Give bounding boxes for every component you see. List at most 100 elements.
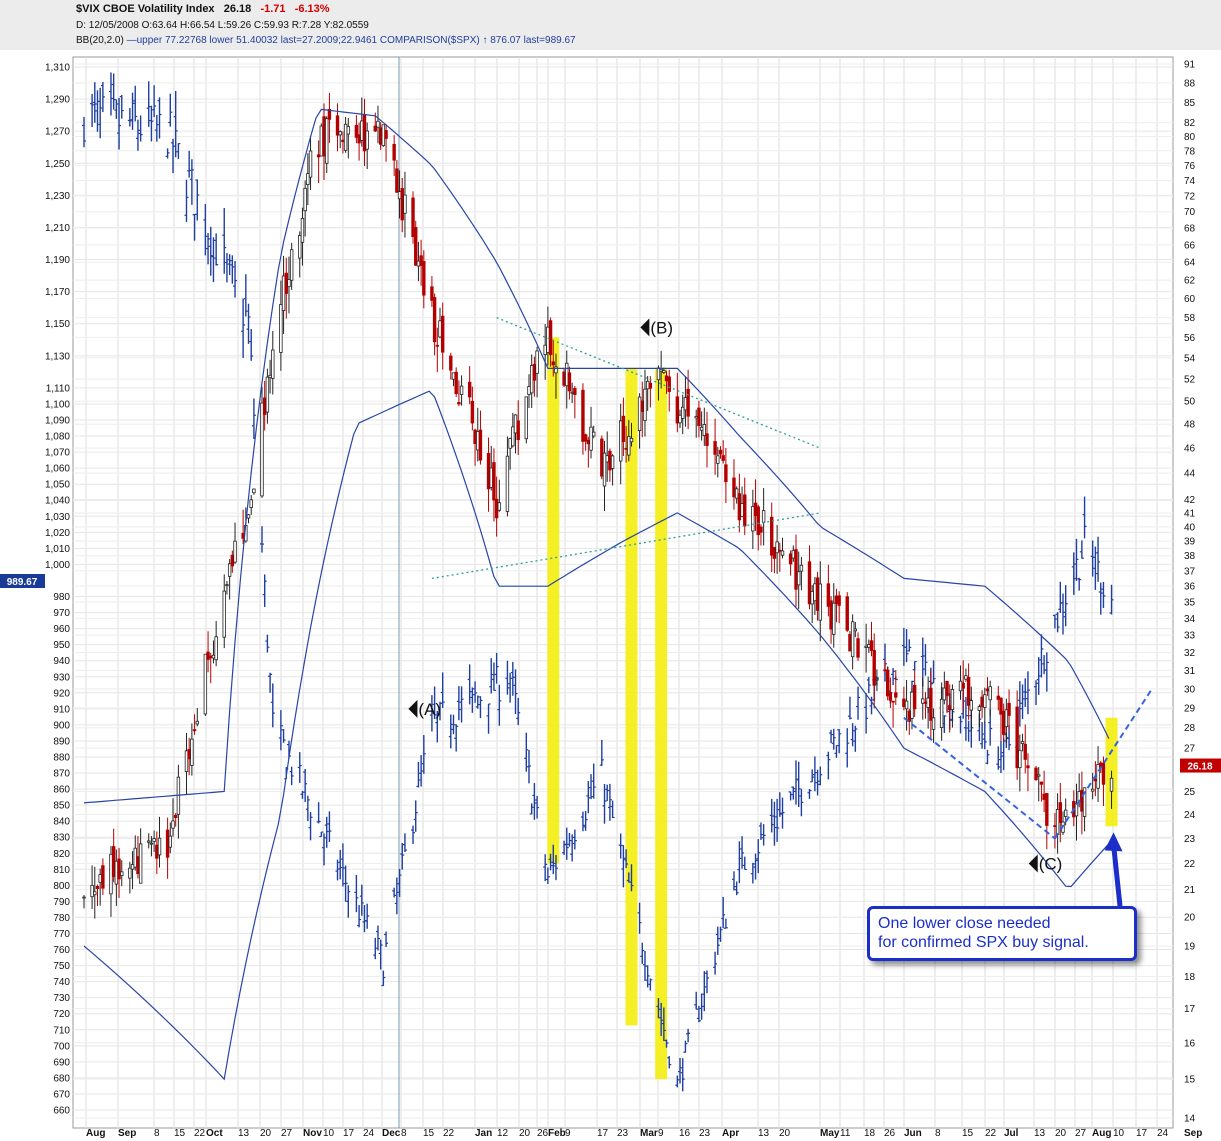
vix-candle-body	[961, 683, 965, 689]
vix-candle-body	[262, 397, 267, 415]
vix-candle-body	[117, 858, 121, 880]
x-tick-label: 26	[884, 1128, 896, 1139]
vix-candle-body	[152, 838, 156, 842]
vix-candle-body	[165, 829, 170, 858]
vix-candle-body	[694, 416, 698, 419]
right-tick-label: 91	[1184, 60, 1196, 71]
vix-candle-body	[929, 687, 933, 721]
comparison-label: COMPARISON($SPX) ↑ 876.07 last=989.67	[379, 35, 576, 46]
vix-candle-body	[939, 698, 944, 729]
right-tick-label: 32	[1184, 648, 1196, 659]
vix-candle-body	[508, 438, 512, 449]
vix-candle-body	[743, 494, 747, 527]
vix-candle-body	[602, 452, 607, 487]
bollinger-upper-line	[83, 108, 1110, 804]
x-tick-label: 23	[617, 1128, 629, 1139]
vix-candle-body	[567, 372, 572, 392]
left-tick-label: 780	[53, 913, 70, 924]
vix-candle-body	[966, 676, 971, 706]
x-tick-label: 8	[401, 1128, 407, 1139]
vix-candle-body	[621, 415, 626, 442]
vix-candle-body	[1090, 788, 1095, 792]
vix-candle-body	[111, 846, 116, 877]
vix-candle-body	[985, 688, 990, 692]
vix-candle-body	[473, 429, 477, 445]
vix-candle-body	[214, 636, 218, 661]
left-tick-label: 1,040	[45, 496, 70, 507]
bollinger-bands	[83, 108, 1110, 1081]
bb-label: BB(20,2.0)	[76, 35, 124, 46]
vix-candle-body	[815, 577, 820, 611]
chart-header: $VIX CBOE Volatility Index 26.18 -1.71 -…	[0, 0, 1221, 51]
vix-candle-body	[977, 706, 982, 711]
vix-candle-body	[678, 414, 682, 424]
spx-last-value: 989.67	[7, 577, 38, 588]
vix-candle-body	[573, 388, 577, 395]
vix-candle-body	[395, 168, 399, 193]
vix-candle-body	[554, 366, 558, 374]
right-tick-label: 31	[1184, 666, 1196, 677]
vix-candle-body	[600, 438, 604, 477]
highlight-bar	[655, 368, 668, 1080]
left-tick-label: 1,310	[45, 63, 70, 74]
vix-candle-body	[848, 634, 852, 652]
vix-candle-body	[322, 116, 326, 157]
vix-candle-body	[171, 820, 175, 829]
vix-candle-body	[90, 885, 94, 898]
vix-candle-body	[942, 687, 947, 701]
note-line-2: for confirmed SPX buy signal.	[878, 934, 1089, 951]
right-tick-label: 29	[1184, 703, 1196, 714]
vix-candle-body	[950, 689, 955, 711]
spx-last-badge	[0, 574, 45, 589]
vix-candle-body	[357, 134, 361, 144]
vix-candle-body	[740, 503, 744, 518]
x-tick-label: 23	[699, 1128, 711, 1139]
x-tick-label: Aug	[1092, 1128, 1111, 1139]
left-tick-label: 1,130	[45, 351, 70, 362]
left-tick-label: 1,190	[45, 255, 70, 266]
vix-candle-body	[640, 400, 644, 412]
vix-candle-body	[470, 401, 475, 424]
vix-candle-body	[1020, 741, 1025, 744]
right-tick-label: 18	[1184, 972, 1196, 983]
bollinger-lower-line	[83, 390, 1110, 1081]
callout-arrow-head	[1104, 832, 1123, 852]
vix-candle-body	[737, 493, 742, 521]
vix-candle-body	[999, 697, 1003, 715]
vix-candle-body	[813, 583, 817, 602]
x-tick-label: Feb	[548, 1128, 566, 1139]
vix-candle-body	[753, 502, 758, 517]
x-tick-label: Oct	[206, 1128, 223, 1139]
right-tick-label: 15	[1184, 1075, 1196, 1086]
vix-candle-body	[921, 698, 925, 704]
vix-candle-body	[1058, 802, 1063, 823]
x-tick-label: 15	[962, 1128, 974, 1139]
vix-candle-body	[403, 194, 407, 214]
vix-candle-body	[227, 563, 232, 577]
vix-candle-body	[592, 431, 596, 437]
vix-candle-body	[778, 549, 782, 552]
right-tick-label: 33	[1184, 631, 1196, 642]
vix-candle-body	[756, 506, 760, 536]
vix-candle-body	[203, 653, 208, 715]
vix-candle-body	[130, 864, 135, 870]
vix-candle-body	[931, 717, 936, 730]
vix-candle-body	[872, 650, 876, 686]
left-tick-label: 720	[53, 1009, 70, 1020]
right-tick-label: 72	[1184, 191, 1196, 202]
vix-candle-body	[93, 891, 97, 896]
vix-candle-body	[883, 669, 887, 672]
vix-candle-body	[891, 700, 895, 703]
buy-signal-note: One lower close needed for confirmed SPX…	[867, 906, 1137, 961]
vix-candle-body	[346, 126, 351, 135]
vix-candle-body	[486, 453, 491, 490]
vix-candle-body	[923, 701, 928, 704]
left-tick-label: 670	[53, 1089, 70, 1100]
vix-candle-body	[645, 380, 650, 390]
vix-candle-body	[438, 320, 442, 338]
x-tick-label: 8	[154, 1128, 160, 1139]
vix-candle-body	[867, 644, 871, 648]
vix-candle-body	[478, 429, 483, 461]
vix-candle-body	[546, 326, 550, 353]
right-tick-label: 50	[1184, 397, 1196, 408]
